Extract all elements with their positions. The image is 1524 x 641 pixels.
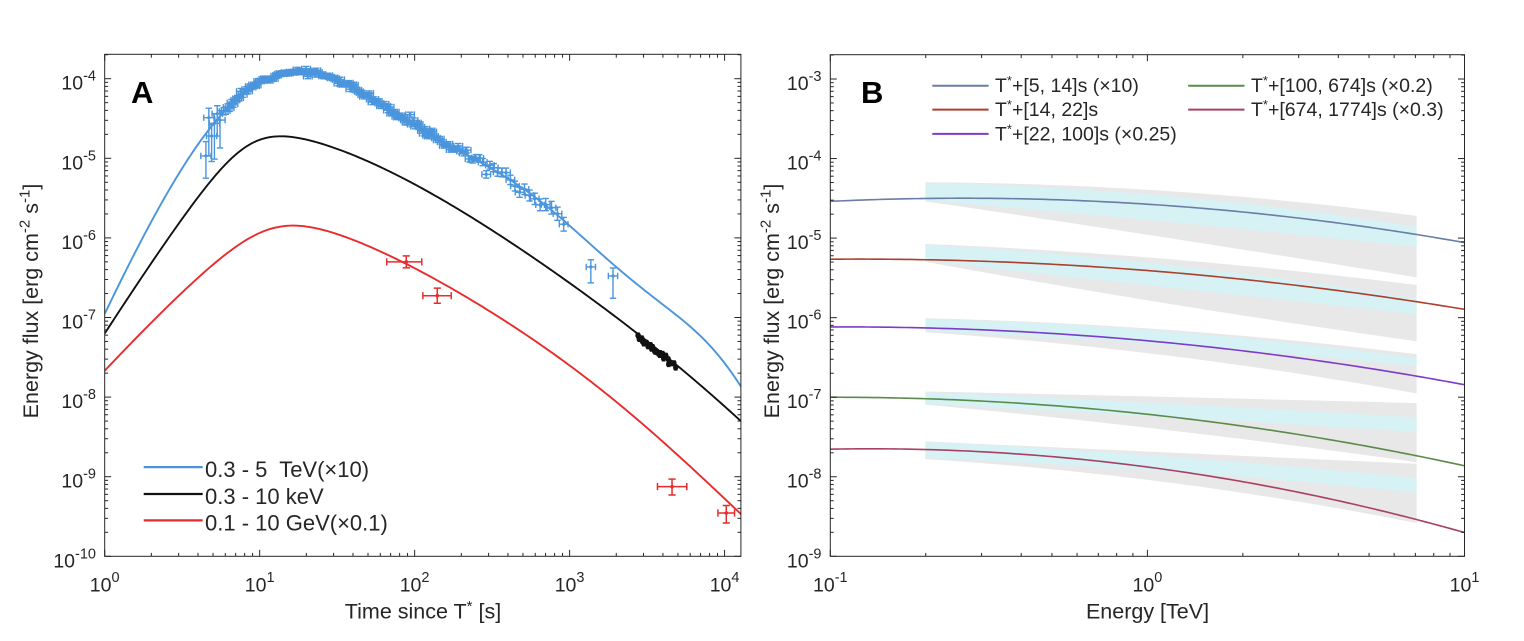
svg-text:Energy flux [erg cm-2 s-1]: Energy flux [erg cm-2 s-1] [17,184,44,419]
svg-text:Time since T* [s]: Time since T* [s] [345,598,501,624]
svg-text:10-9: 10-9 [61,467,96,493]
svg-text:10-6: 10-6 [787,308,822,334]
svg-text:Energy flux [erg cm-2 s-1]: Energy flux [erg cm-2 s-1] [758,184,785,419]
svg-text:T*+[5, 14]s (×10): T*+[5, 14]s (×10) [995,73,1139,97]
svg-text:Energy [TeV]: Energy [TeV] [1086,600,1209,624]
svg-text:T*+[674, 1774]s (×0.3): T*+[674, 1774]s (×0.3) [1251,97,1444,121]
svg-text:10-9: 10-9 [787,546,822,572]
svg-text:10-4: 10-4 [61,69,96,95]
svg-text:0.3 - 5 TeV(×10): 0.3 - 5 TeV(×10) [205,457,369,482]
svg-text:T*+[14, 22]s: T*+[14, 22]s [995,97,1098,121]
svg-text:B: B [861,75,883,110]
svg-text:A: A [131,75,153,110]
svg-text:0.1 - 10 GeV(×0.1): 0.1 - 10 GeV(×0.1) [205,510,388,535]
svg-text:0.3 - 10 keV: 0.3 - 10 keV [205,484,324,509]
svg-text:10-1: 10-1 [813,570,848,597]
svg-text:T*+[100, 674]s (×0.2): T*+[100, 674]s (×0.2) [1251,73,1433,97]
svg-text:T*+[22, 100]s (×0.25): T*+[22, 100]s (×0.25) [995,121,1177,145]
